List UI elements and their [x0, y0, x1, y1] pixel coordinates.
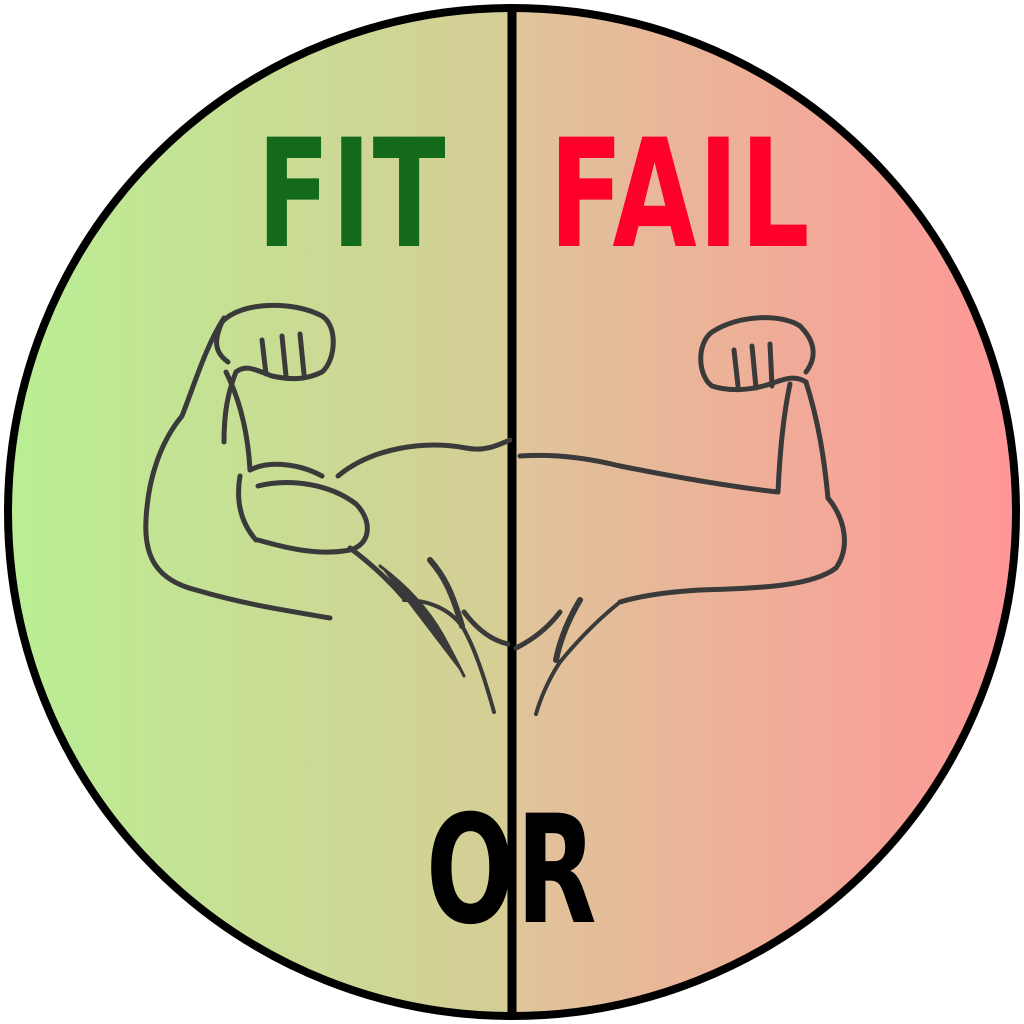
flexed-arm-left-icon — [143, 302, 513, 714]
fit-label: FIT — [257, 108, 447, 282]
flexed-arm-right-icon — [513, 315, 847, 716]
fail-label: FAIL — [549, 108, 811, 282]
or-label: OR — [426, 784, 598, 958]
